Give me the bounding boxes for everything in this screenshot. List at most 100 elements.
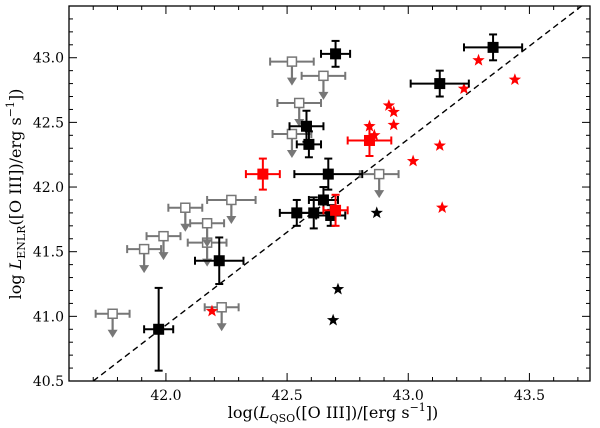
upper-limit-marker	[286, 128, 298, 140]
upper-limit-arrow-head	[286, 150, 297, 159]
square-marker	[257, 168, 269, 180]
upper-limit-arrow-head	[202, 239, 213, 248]
square-marker	[363, 134, 375, 146]
square-marker	[322, 168, 334, 180]
upper-limit-point	[145, 230, 182, 261]
red-square-point	[244, 157, 281, 191]
square-marker	[291, 207, 303, 219]
detection-point	[143, 286, 175, 372]
series-3	[205, 53, 522, 317]
upper-limit-point	[206, 194, 257, 224]
upper-limit-point	[300, 70, 347, 100]
square-marker	[317, 194, 329, 206]
square-marker	[434, 78, 446, 90]
star-point	[433, 139, 446, 151]
upper-limit-point	[203, 302, 240, 332]
upper-limit-marker	[293, 97, 305, 109]
red-square-point	[322, 193, 349, 227]
red-square-point	[346, 123, 393, 157]
square-marker	[153, 323, 165, 335]
detection-point	[462, 33, 524, 62]
y-title-suffix: ])	[6, 89, 25, 101]
star-point	[382, 99, 396, 111]
axis-ticks: 42.0 42.5 43.0 43.5 40.5 41.0 41.5 42.0 42.5 43.0	[33, 5, 590, 404]
star-point	[472, 53, 485, 66]
upper-limit-marker	[138, 243, 150, 255]
detection-point	[320, 39, 352, 68]
x-title-mid: ([O III])/[erg s	[295, 403, 409, 422]
detection-point	[307, 186, 339, 214]
upper-limit-point	[189, 217, 226, 248]
x-tick-label: 43.5	[514, 388, 545, 404]
upper-limit-arrow-head	[158, 252, 169, 261]
y-tick-label: 42.5	[33, 115, 64, 131]
upper-limit-marker	[107, 308, 118, 320]
y-tick-label: 40.5	[33, 374, 64, 390]
x-title-symbol: L	[258, 403, 270, 422]
upper-limit-arrow-head	[374, 190, 385, 199]
upper-limit-marker	[158, 230, 169, 242]
upper-limit-point	[167, 202, 204, 232]
star-point	[387, 118, 400, 131]
upper-limit-arrow-head	[180, 223, 191, 232]
upper-limit-arrow-head	[286, 77, 297, 86]
x-title-prefix: log(	[228, 403, 259, 422]
square-marker	[330, 204, 342, 216]
star-point	[205, 304, 219, 317]
x-tick-label: 42.0	[150, 388, 181, 404]
square-marker	[308, 207, 320, 219]
one-to-one-dashed-line	[92, 6, 583, 381]
y-title-symbol: L	[6, 259, 25, 271]
square-marker	[303, 138, 315, 150]
plot-frame	[68, 5, 591, 382]
y-title-mid: ([O III])/erg s	[6, 117, 25, 225]
star-point	[508, 73, 522, 85]
y-title-subscript: ENLR	[15, 225, 28, 259]
star-point	[436, 201, 449, 213]
x-axis-title: log(LQSO([O III])/[erg s−1])	[228, 401, 439, 425]
detection-point	[409, 69, 470, 98]
star-point	[387, 105, 400, 118]
upper-limit-point	[94, 308, 131, 338]
upper-limit-arrow-head	[226, 215, 237, 224]
star-point	[406, 154, 420, 167]
series-1	[94, 56, 400, 338]
upper-limit-point	[126, 243, 163, 274]
upper-limit-arrow-head	[139, 265, 150, 274]
upper-limit-marker	[226, 194, 237, 206]
x-tick-label: 42.5	[272, 388, 303, 404]
upper-limit-marker	[318, 70, 329, 82]
detection-point	[293, 157, 364, 191]
upper-limit-marker	[373, 168, 385, 180]
upper-limit-arrow-head	[107, 329, 118, 338]
detection-point	[295, 130, 323, 159]
x-title-subscript: QSO	[270, 412, 296, 425]
y-tick-label: 43.0	[33, 51, 64, 67]
plot-area	[92, 6, 583, 381]
star-point	[326, 313, 340, 326]
y-title-superscript: −1	[4, 101, 17, 117]
upper-limit-point	[269, 56, 315, 86]
series-4	[326, 206, 383, 326]
series-2	[244, 123, 393, 227]
x-title-superscript: −1	[410, 401, 426, 414]
x-title-suffix: ])	[426, 403, 438, 422]
x-tick-label: 43.0	[393, 388, 424, 404]
star-point	[331, 282, 345, 295]
star-point	[368, 128, 381, 141]
upper-limit-marker	[286, 56, 298, 67]
upper-limit-arrow-head	[318, 91, 329, 100]
square-marker	[487, 41, 499, 53]
y-tick-label: 41.5	[33, 245, 64, 261]
y-axis-title: log LENLR([O III])/erg s−1])	[4, 89, 28, 300]
square-marker	[300, 120, 312, 132]
square-marker	[213, 255, 225, 267]
y-tick-label: 41.0	[33, 309, 64, 325]
star-point	[457, 82, 471, 95]
upper-limit-marker	[201, 217, 213, 229]
y-tick-label: 42.0	[33, 180, 64, 196]
star-point	[370, 206, 383, 219]
upper-limit-marker	[216, 302, 227, 313]
upper-limit-point	[271, 128, 313, 159]
